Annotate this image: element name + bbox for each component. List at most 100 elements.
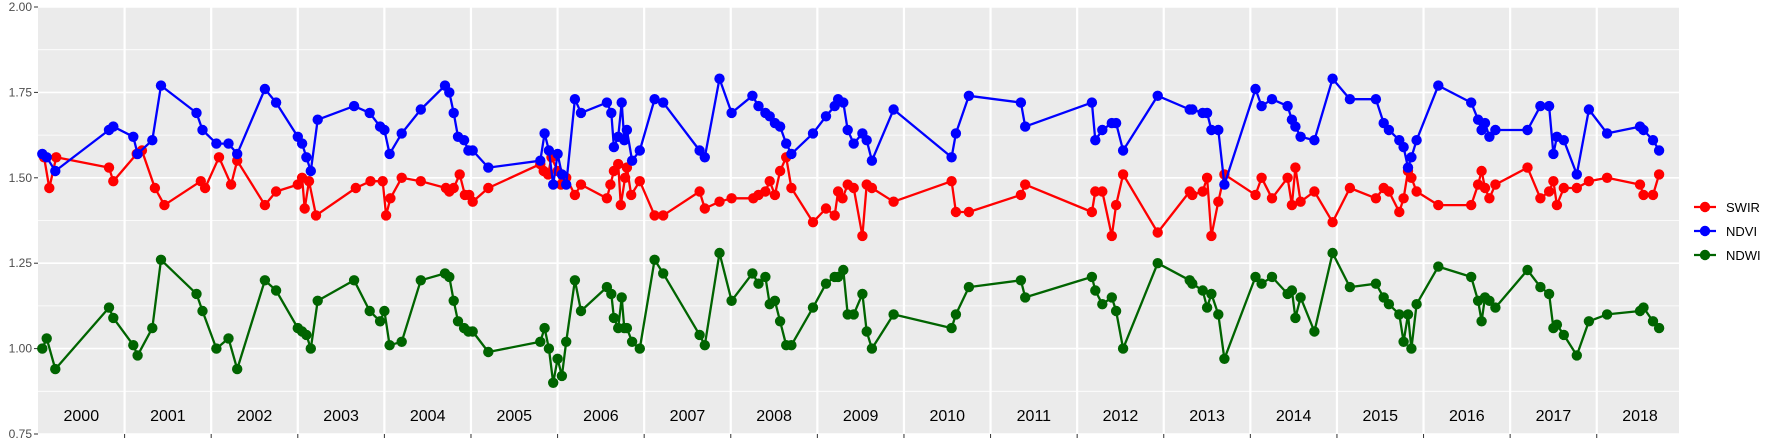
legend-key-point	[1699, 249, 1711, 261]
data-point-ndvi	[1466, 97, 1477, 108]
data-point-ndvi	[1370, 94, 1382, 105]
data-point-ndvi	[301, 152, 312, 163]
data-point-swir	[626, 189, 637, 201]
data-point-ndwi	[1558, 329, 1570, 341]
data-point-ndvi	[820, 111, 832, 122]
data-point-swir	[1535, 193, 1546, 204]
data-point-ndvi	[296, 138, 308, 149]
data-point-ndwi	[747, 268, 758, 279]
data-point-ndvi	[1484, 131, 1495, 142]
data-point-swir	[1152, 227, 1163, 238]
data-point-swir	[1117, 169, 1129, 180]
data-point-ndvi	[1558, 135, 1570, 146]
data-point-swir	[694, 186, 705, 197]
data-point-ndwi	[1647, 316, 1659, 327]
data-point-swir	[699, 203, 710, 214]
data-point-ndvi	[108, 121, 119, 132]
data-point-ndvi	[1327, 73, 1338, 84]
data-point-ndvi	[1086, 97, 1098, 108]
data-point-swir	[1543, 186, 1555, 197]
series-line-swir	[42, 149, 1661, 238]
legend-label: NDWI	[1726, 248, 1761, 263]
data-point-swir	[149, 182, 161, 194]
data-point-ndvi	[259, 83, 271, 95]
data-point-swir	[946, 176, 957, 187]
data-point-ndvi	[50, 165, 61, 177]
data-point-ndwi	[305, 343, 316, 354]
data-point-ndwi	[1019, 292, 1031, 303]
y-axis: 0.75 1.00 1.25 1.50 1.75 2.00	[9, 0, 38, 441]
data-point-ndwi	[1090, 285, 1101, 296]
data-point-ndvi	[197, 124, 208, 136]
data-point-ndwi	[1197, 285, 1208, 296]
year-dividers	[123, 7, 1598, 434]
data-point-swir	[385, 193, 396, 204]
legend-key-point	[1699, 201, 1711, 213]
data-point-swir	[649, 210, 660, 221]
data-point-ndwi	[861, 326, 872, 337]
data-point-ndvi	[963, 90, 975, 102]
data-point-swir	[1110, 199, 1122, 211]
data-point-swir	[601, 193, 613, 204]
data-point-ndvi	[658, 97, 669, 108]
data-point-ndvi	[626, 155, 638, 166]
data-point-ndwi	[379, 305, 390, 317]
data-point-ndwi	[1535, 281, 1546, 293]
legend-item-ndvi: NDVI	[1694, 224, 1757, 239]
y-tick-label: 1.00	[9, 342, 33, 356]
data-point-swir	[483, 182, 494, 194]
data-point-swir	[786, 182, 797, 194]
data-point-ndvi	[699, 152, 710, 163]
data-point-swir	[1558, 182, 1570, 194]
data-point-ndwi	[1411, 299, 1422, 310]
data-point-ndvi	[753, 100, 764, 112]
data-point-swir	[1295, 196, 1306, 207]
data-point-ndvi	[1117, 145, 1129, 156]
data-point-ndwi	[556, 370, 568, 382]
data-point-ndwi	[946, 322, 957, 334]
data-point-ndvi	[807, 128, 819, 139]
data-point-ndvi	[1398, 141, 1409, 153]
data-point-ndwi	[1086, 271, 1098, 283]
data-point-swir	[634, 176, 645, 187]
data-point-ndwi	[699, 340, 710, 351]
data-point-ndwi	[467, 326, 478, 337]
data-point-swir	[1653, 169, 1665, 180]
data-point-ndwi	[1286, 285, 1298, 296]
data-point-swir	[1411, 186, 1422, 197]
data-point-ndvi	[305, 165, 316, 177]
data-point-swir	[1213, 196, 1224, 207]
data-point-swir	[857, 230, 868, 242]
year-label: 2012	[1103, 408, 1139, 425]
data-point-ndwi	[1601, 309, 1613, 320]
data-point-ndwi	[726, 295, 737, 306]
data-point-ndwi	[1097, 299, 1108, 310]
data-point-ndwi	[147, 322, 158, 334]
data-point-ndvi	[838, 97, 849, 108]
data-point-ndvi	[1110, 117, 1122, 129]
data-point-ndvi	[1383, 124, 1395, 136]
data-point-ndwi	[621, 322, 633, 334]
year-label: 2018	[1622, 408, 1658, 425]
data-point-ndwi	[1398, 336, 1409, 347]
series-swir	[38, 145, 1665, 242]
data-point-ndvi	[1152, 90, 1163, 102]
data-point-ndvi	[606, 107, 617, 119]
data-point-ndwi	[132, 350, 143, 361]
data-point-swir	[613, 158, 624, 170]
data-point-swir	[1086, 206, 1098, 218]
data-point-ndwi	[548, 377, 559, 388]
data-point-ndvi	[539, 128, 550, 139]
data-point-swir	[1583, 176, 1595, 187]
data-point-ndwi	[1219, 353, 1230, 364]
series-line-ndwi	[41, 251, 1660, 384]
data-point-ndwi	[1543, 288, 1555, 300]
data-point-ndvi	[211, 138, 222, 149]
data-point-ndwi	[1370, 278, 1382, 289]
data-point-ndvi	[1638, 124, 1649, 136]
data-point-ndwi	[1266, 271, 1278, 283]
data-point-ndwi	[807, 302, 819, 313]
data-point-ndvi	[842, 124, 853, 136]
year-label: 2017	[1536, 408, 1572, 425]
